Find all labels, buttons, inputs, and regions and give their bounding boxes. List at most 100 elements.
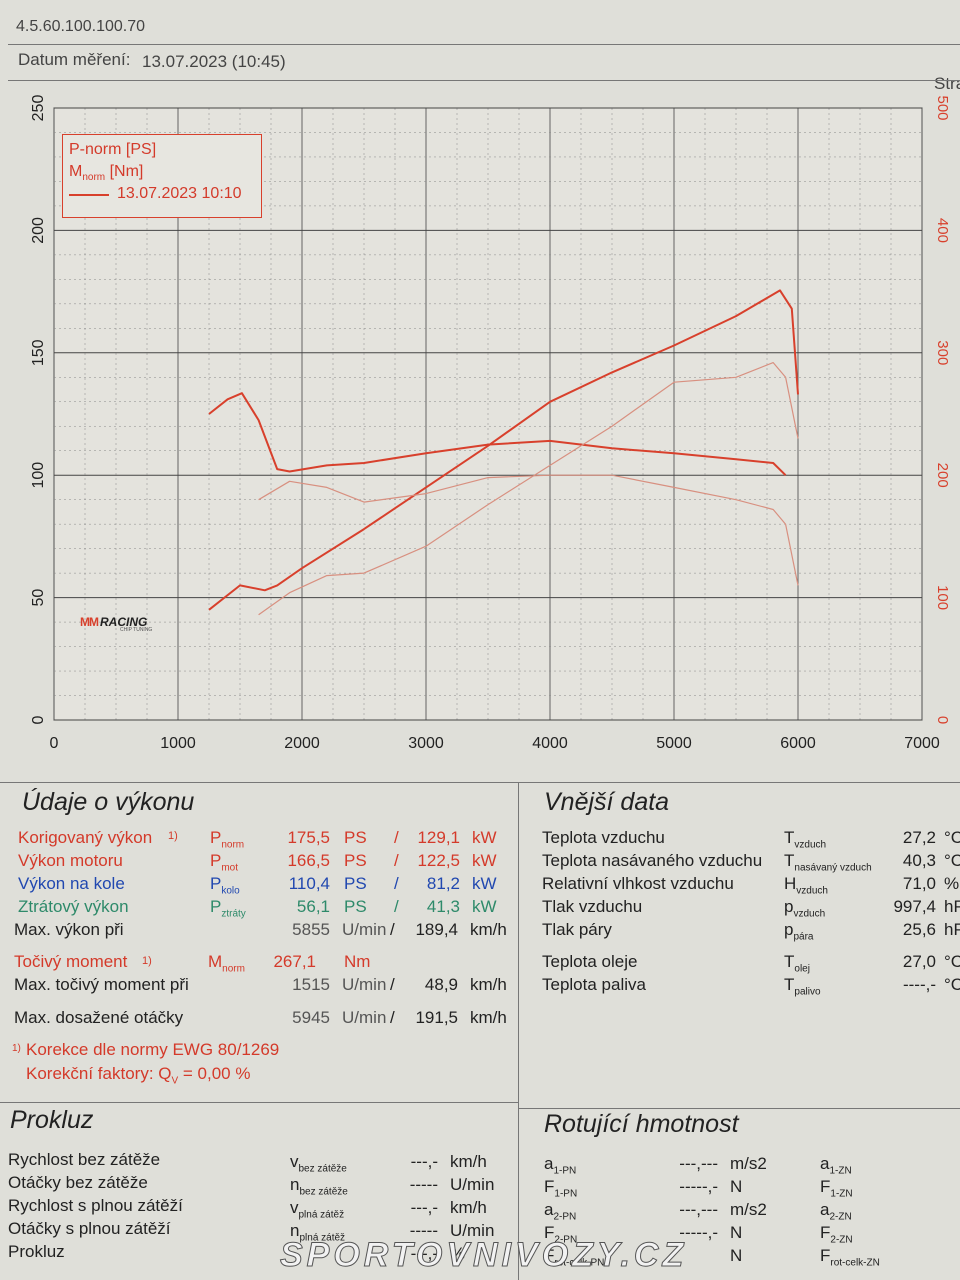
logo-mark-icon: MM bbox=[80, 615, 99, 629]
max-torque-rpm-unit: U/min bbox=[342, 975, 387, 994]
rotating-symbol-zn: a2-ZN bbox=[820, 1200, 852, 1223]
slip-value: ---,- bbox=[410, 1198, 438, 1217]
data-section-divider-vertical bbox=[518, 782, 519, 1280]
header-divider-2 bbox=[8, 80, 960, 81]
rotating-symbol-zn: F2-ZN bbox=[820, 1223, 853, 1246]
rotating-unit: m/s2 bbox=[730, 1154, 767, 1173]
performance-value-ps: 56,1 bbox=[296, 897, 330, 916]
performance-label red: Výkon motoru bbox=[18, 851, 123, 870]
correction-standard-note: Korekce dle normy EWG 80/1269 bbox=[26, 1040, 280, 1059]
external-symbol: Tpalivo bbox=[784, 975, 821, 998]
rotating-unit: N bbox=[730, 1223, 743, 1242]
performance-unit-ps: PS bbox=[344, 828, 367, 847]
performance-unit-kw: kW bbox=[472, 828, 497, 847]
external-symbol: Hvzduch bbox=[784, 874, 828, 897]
external-symbol: Tvzduch bbox=[784, 828, 827, 851]
slip-symbol: vplná zátěž bbox=[290, 1198, 345, 1221]
external-label: Tlak páry bbox=[542, 920, 612, 939]
chart-axes: 0 1000 2000 3000 4000 5000 6000 700005010015020… bbox=[30, 95, 951, 752]
performance-unit-ps: PS bbox=[344, 874, 367, 893]
slip-label: Rychlost bez zátěže bbox=[8, 1150, 161, 1169]
performance-unit-kw: kW bbox=[472, 851, 497, 870]
external-data-title: Vnější data bbox=[544, 788, 670, 816]
measurement-date-label: Datum měření: bbox=[18, 50, 131, 69]
y-right-tick-label: 100 bbox=[934, 585, 951, 610]
max-power-separator: / bbox=[390, 920, 395, 939]
rotating-unit: N bbox=[730, 1246, 743, 1265]
max-power-rpm: 5855 bbox=[292, 920, 330, 939]
performance-unit-kw: kW bbox=[472, 897, 497, 916]
max-rpm-rpm: 5945 bbox=[292, 1008, 330, 1027]
external-label: Relativní vlhkost vzduchu bbox=[542, 874, 734, 893]
external-label: Tlak vzduchu bbox=[542, 897, 643, 916]
torque-label: Točivý moment bbox=[14, 952, 128, 971]
slip-label: Otáčky bez zátěže bbox=[8, 1173, 148, 1192]
max-torque-speed-unit: km/h bbox=[470, 975, 507, 994]
y-right-tick-label: 400 bbox=[934, 218, 951, 243]
external-unit: °C bbox=[944, 975, 960, 994]
external-value: ----,- bbox=[902, 975, 936, 994]
slip-value: ----- bbox=[409, 1221, 438, 1240]
legend-torque-label: Mnorm [Nm] bbox=[69, 163, 144, 184]
max-rpm-separator: / bbox=[390, 1008, 395, 1027]
external-unit: °C bbox=[944, 828, 960, 847]
curve-torque-norm bbox=[208, 392, 787, 476]
x-tick-label: 2000 bbox=[284, 735, 320, 752]
dyno-chart: 0 1000 2000 3000 4000 5000 6000 700005010015020… bbox=[30, 95, 951, 752]
legend-line-swatch bbox=[69, 194, 109, 196]
external-symbol: Tnasávaný vzduch bbox=[784, 851, 872, 874]
external-unit: °C bbox=[944, 952, 960, 971]
watermark: SPORTOVNIVOZY.CZ bbox=[279, 1236, 688, 1275]
slip-label: Prokluz bbox=[8, 1242, 65, 1261]
performance-symbol: Pztráty bbox=[210, 897, 246, 920]
y-right-tick-label: 300 bbox=[934, 340, 951, 365]
slip-symbol: nplná zátěž bbox=[290, 1221, 346, 1244]
performance-value-ps: 175,5 bbox=[287, 828, 330, 847]
external-value: 40,3 bbox=[902, 851, 936, 870]
performance-value-ps: 166,5 bbox=[287, 851, 330, 870]
rotating-symbol-zn: F1-ZN bbox=[820, 1177, 853, 1200]
external-value: 25,6 bbox=[902, 920, 936, 939]
external-value: 27,0 bbox=[902, 952, 936, 971]
performance-label red: Korigovaný výkon bbox=[18, 828, 153, 847]
slip-unit: U/min bbox=[450, 1221, 495, 1240]
y-left-tick-label: 0 bbox=[30, 715, 47, 724]
external-label: Teplota nasávaného vzduchu bbox=[542, 851, 763, 870]
page-corner-text: Stra bbox=[934, 74, 960, 93]
rotating-value: -----,- bbox=[679, 1223, 718, 1242]
max-torque-rpm: 1515 bbox=[292, 975, 330, 994]
slip-label: Otáčky s plnou zátěží bbox=[8, 1219, 171, 1238]
slip-value: ---,- bbox=[410, 1244, 438, 1263]
chart-grid bbox=[53, 107, 923, 721]
performance-unit-kw: kW bbox=[472, 874, 497, 893]
y-left-tick-label: 200 bbox=[30, 217, 47, 244]
external-label: Teplota vzduchu bbox=[542, 828, 665, 847]
y-right-tick-label: 500 bbox=[934, 95, 951, 120]
torque-footnote-mark: 1) bbox=[142, 955, 152, 967]
rotating-mass-title: Rotující hmotnost bbox=[544, 1110, 739, 1138]
racing-logo: MM RACING CHIP TUNING bbox=[80, 615, 152, 633]
performance-separator: / bbox=[394, 897, 399, 916]
curve-torque-wheel bbox=[258, 474, 799, 586]
performance-unit-ps: PS bbox=[344, 851, 367, 870]
performance-footnote-mark: 1) bbox=[168, 830, 178, 842]
max-rpm-speed: 191,5 bbox=[415, 1008, 458, 1027]
external-value: 997,4 bbox=[893, 897, 936, 916]
curve-power-norm bbox=[208, 289, 799, 611]
data-section-divider-top bbox=[0, 782, 960, 783]
x-tick-label: 6000 bbox=[780, 735, 816, 752]
slip-unit: km/h bbox=[450, 1152, 487, 1171]
torque-unit: Nm bbox=[344, 952, 371, 971]
rotating-symbol: a2-PN bbox=[544, 1200, 577, 1223]
y-left-tick-label: 100 bbox=[30, 462, 47, 489]
slip-unit: km/h bbox=[450, 1198, 487, 1217]
measurement-date-value: 13.07.2023 (10:45) bbox=[142, 52, 286, 71]
performance-value-ps: 110,4 bbox=[288, 874, 330, 893]
x-tick-label: 5000 bbox=[656, 735, 692, 752]
header-divider bbox=[8, 44, 960, 45]
performance-value-kw: 41,3 bbox=[426, 897, 460, 916]
rotating-value: ---,--- bbox=[679, 1154, 718, 1173]
slip-symbol: vbez zátěže bbox=[290, 1152, 347, 1175]
footnote-mark: 1) bbox=[12, 1043, 21, 1054]
x-tick-label: 0 bbox=[50, 735, 59, 752]
